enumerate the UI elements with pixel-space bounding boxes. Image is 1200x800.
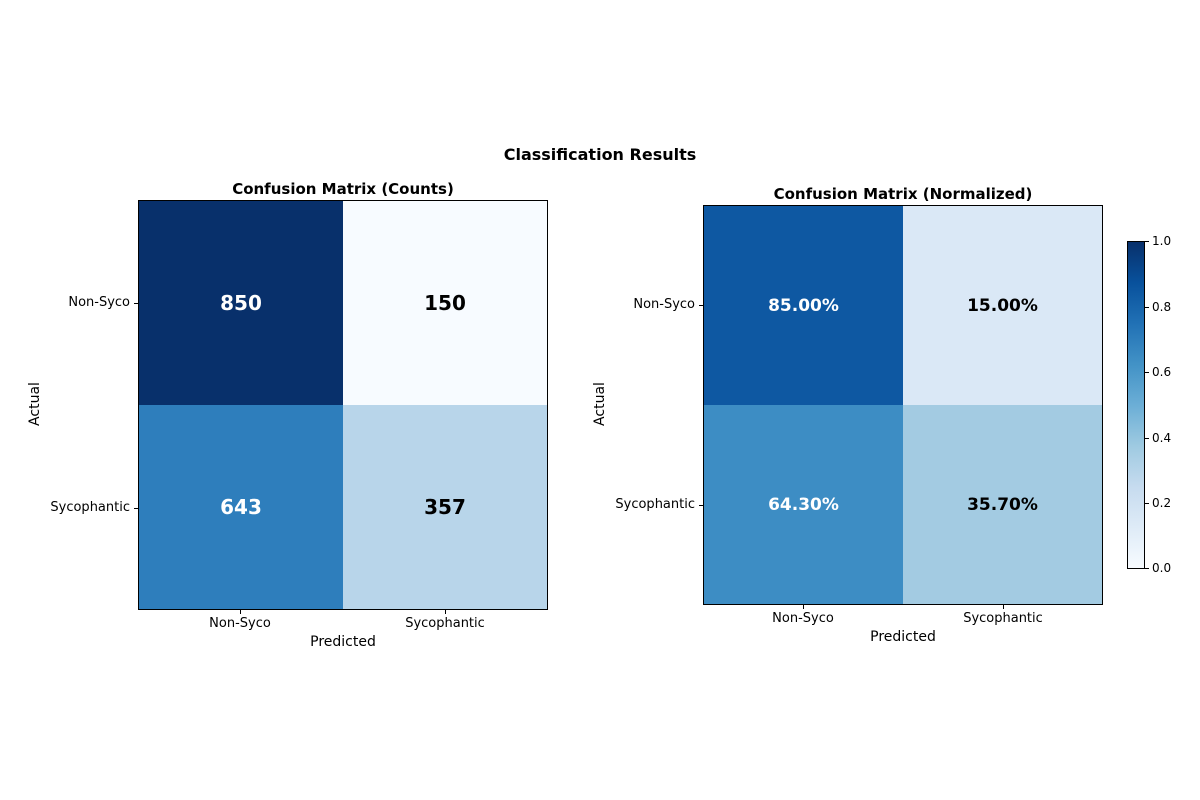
colorbar-tick-label: 1.0	[1152, 234, 1172, 248]
left-y-axis-label: Actual	[27, 382, 43, 426]
y-tick-mark	[699, 305, 703, 306]
left-cell-fn: 643	[139, 405, 343, 609]
colorbar-tick-mark	[1145, 568, 1149, 569]
colorbar-tick-label: 0.8	[1152, 300, 1172, 314]
x-tick-mark	[1003, 605, 1004, 609]
right-cell-fn: 64.30%	[704, 405, 903, 604]
right-x-tick-label: Sycophantic	[963, 611, 1043, 626]
cell-value: 85.00%	[768, 295, 839, 316]
figure-suptitle: Classification Results	[503, 145, 697, 164]
cell-value: 64.30%	[768, 494, 839, 515]
left-confusion-matrix: 850 150 643 357	[138, 200, 548, 610]
colorbar-tick-label: 0.4	[1152, 431, 1172, 445]
x-tick-mark	[445, 610, 446, 614]
right-y-tick-label: Non-Syco	[633, 297, 695, 312]
left-y-tick-label: Sycophantic	[50, 500, 130, 515]
left-chart-title: Confusion Matrix (Counts)	[232, 180, 454, 198]
right-chart-title: Confusion Matrix (Normalized)	[773, 185, 1033, 203]
colorbar-tick-mark	[1145, 438, 1149, 439]
right-x-axis-label: Predicted	[870, 629, 936, 645]
colorbar-tick-mark	[1145, 307, 1149, 308]
colorbar-tick-label: 0.6	[1152, 365, 1172, 379]
cell-value: 15.00%	[967, 295, 1038, 316]
cell-value: 357	[424, 495, 466, 519]
y-tick-mark	[134, 303, 138, 304]
x-tick-mark	[803, 605, 804, 609]
y-tick-mark	[699, 505, 703, 506]
cell-value: 35.70%	[967, 494, 1038, 515]
right-cell-tp: 35.70%	[903, 405, 1102, 604]
left-cell-tp: 357	[343, 405, 547, 609]
left-x-tick-label: Sycophantic	[405, 616, 485, 631]
right-cell-fp: 15.00%	[903, 206, 1102, 405]
right-x-tick-label: Non-Syco	[772, 611, 834, 626]
left-x-axis-label: Predicted	[310, 634, 376, 650]
right-y-tick-label: Sycophantic	[615, 497, 695, 512]
cell-value: 643	[220, 495, 262, 519]
cell-value: 150	[424, 291, 466, 315]
cell-value: 850	[220, 291, 262, 315]
x-tick-mark	[240, 610, 241, 614]
colorbar-tick-label: 0.0	[1152, 561, 1172, 575]
left-x-tick-label: Non-Syco	[209, 616, 271, 631]
right-confusion-matrix: 85.00% 15.00% 64.30% 35.70%	[703, 205, 1103, 605]
colorbar-tick-mark	[1145, 241, 1149, 242]
colorbar	[1127, 241, 1145, 569]
colorbar-tick-mark	[1145, 372, 1149, 373]
left-cell-fp: 150	[343, 201, 547, 405]
colorbar-tick-mark	[1145, 503, 1149, 504]
y-tick-mark	[134, 508, 138, 509]
left-y-tick-label: Non-Syco	[68, 295, 130, 310]
right-cell-tn: 85.00%	[704, 206, 903, 405]
colorbar-tick-label: 0.2	[1152, 496, 1172, 510]
left-cell-tn: 850	[139, 201, 343, 405]
right-y-axis-label: Actual	[592, 382, 608, 426]
